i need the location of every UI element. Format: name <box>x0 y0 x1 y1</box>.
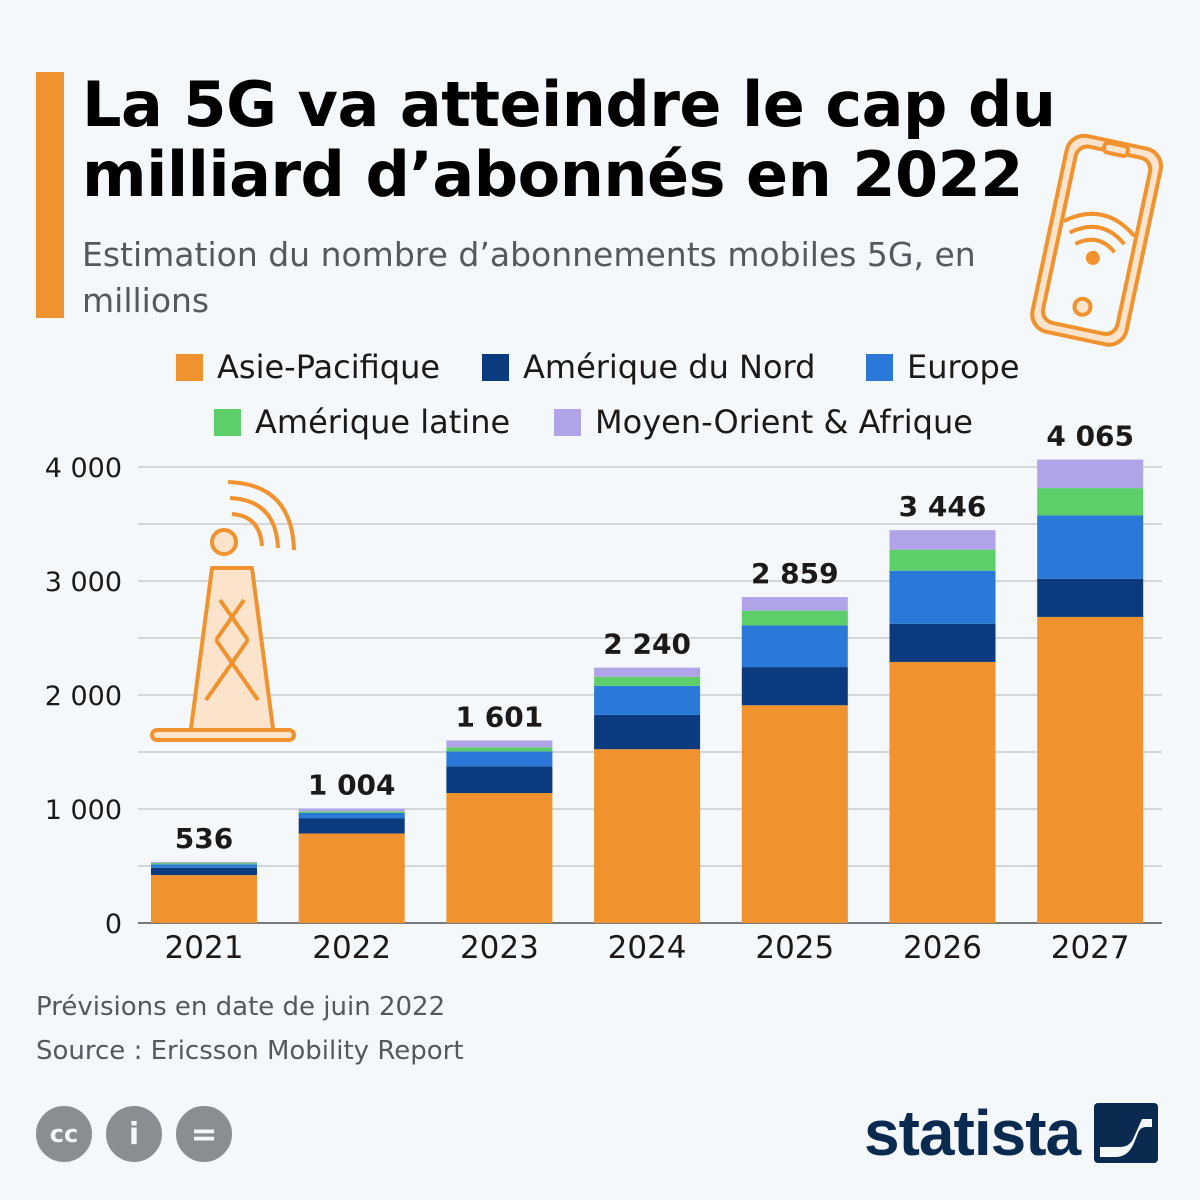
bar-segment <box>741 705 848 923</box>
x-tick-label: 2023 <box>460 930 539 966</box>
cc-icon[interactable]: cc <box>36 1106 92 1162</box>
bar-segment <box>446 793 553 923</box>
statista-logo[interactable]: statista <box>864 1096 1159 1170</box>
license-icons: cc i = <box>36 1106 232 1162</box>
bar-segment <box>446 740 553 748</box>
y-tick-label: 2 000 <box>45 681 122 712</box>
total-label: 1 004 <box>308 769 396 802</box>
bar-segment <box>594 749 701 923</box>
y-tick-label: 1 000 <box>45 795 122 826</box>
antenna-tower-icon <box>150 480 296 742</box>
labels-layer: 0 1 000 2 000 3 000 4 000 536 2021 1 004 2022 1 6… <box>45 420 1134 966</box>
total-label: 1 601 <box>456 700 544 733</box>
bar-segment <box>889 661 996 923</box>
bar-segment <box>594 667 701 677</box>
brand-wordmark: statista <box>864 1097 1081 1169</box>
accent-bar <box>36 72 64 318</box>
bar-segment <box>151 861 257 864</box>
total-label: 4 065 <box>1046 420 1134 453</box>
bar-segment <box>446 751 553 767</box>
x-tick-label: 2026 <box>903 930 982 966</box>
bar-segment <box>298 811 405 813</box>
y-tick-label: 0 <box>105 909 122 940</box>
bar-segment <box>298 812 405 819</box>
total-label: 536 <box>175 822 233 855</box>
bars-layer <box>151 459 1144 923</box>
bar-segment <box>298 818 405 834</box>
bar-segment <box>889 570 996 624</box>
y-tick-label: 3 000 <box>45 567 122 598</box>
bar-segment <box>1037 459 1144 489</box>
bar-segment <box>446 747 553 752</box>
x-tick-label: 2027 <box>1051 930 1130 966</box>
total-label: 3 446 <box>899 490 987 523</box>
bar-segment <box>1037 488 1144 516</box>
bar-segment <box>151 867 257 876</box>
bar-segment <box>151 875 257 923</box>
x-tick-label: 2021 <box>165 930 244 966</box>
stacked-bar-chart: 0 1 000 2 000 3 000 4 000 536 2021 1 004 2022 1 6… <box>45 420 1162 966</box>
bar-segment <box>741 597 848 611</box>
bar-segment <box>298 833 405 923</box>
chart-subtitle: Estimation du nombre d’abonnements mobil… <box>82 235 976 320</box>
footnote: Prévisions en date de juin 2022 <box>36 992 446 1022</box>
source-note: Source : Ericsson Mobility Report <box>36 1036 464 1066</box>
total-label: 2 859 <box>751 557 839 590</box>
y-tick-label: 4 000 <box>45 453 122 484</box>
total-label: 2 240 <box>603 628 691 661</box>
bar-segment <box>1037 616 1144 923</box>
bar-segment <box>889 623 996 662</box>
by-icon[interactable]: i <box>106 1106 162 1162</box>
nd-icon[interactable]: = <box>176 1106 232 1162</box>
bar-segment <box>594 685 701 715</box>
chart-title: La 5G va atteindre le cap du milliard d’… <box>82 68 1056 211</box>
bar-segment <box>889 549 996 571</box>
bar-segment <box>298 808 405 812</box>
bar-segment <box>151 864 257 868</box>
x-tick-label: 2022 <box>312 930 391 966</box>
x-tick-label: 2025 <box>755 930 834 966</box>
bar-segment <box>446 766 553 794</box>
bar-segment <box>889 530 996 550</box>
bar-segment <box>741 625 848 668</box>
smartphone-wifi-icon <box>1030 133 1163 347</box>
bar-segment <box>741 610 848 626</box>
x-tick-label: 2024 <box>608 930 687 966</box>
statista-logo-icon <box>1094 1103 1159 1163</box>
bar-segment <box>1037 578 1144 617</box>
bar-segment <box>594 676 701 686</box>
bar-segment <box>594 714 701 750</box>
bar-segment <box>151 863 257 865</box>
bar-segment <box>1037 515 1144 579</box>
bar-segment <box>741 667 848 706</box>
